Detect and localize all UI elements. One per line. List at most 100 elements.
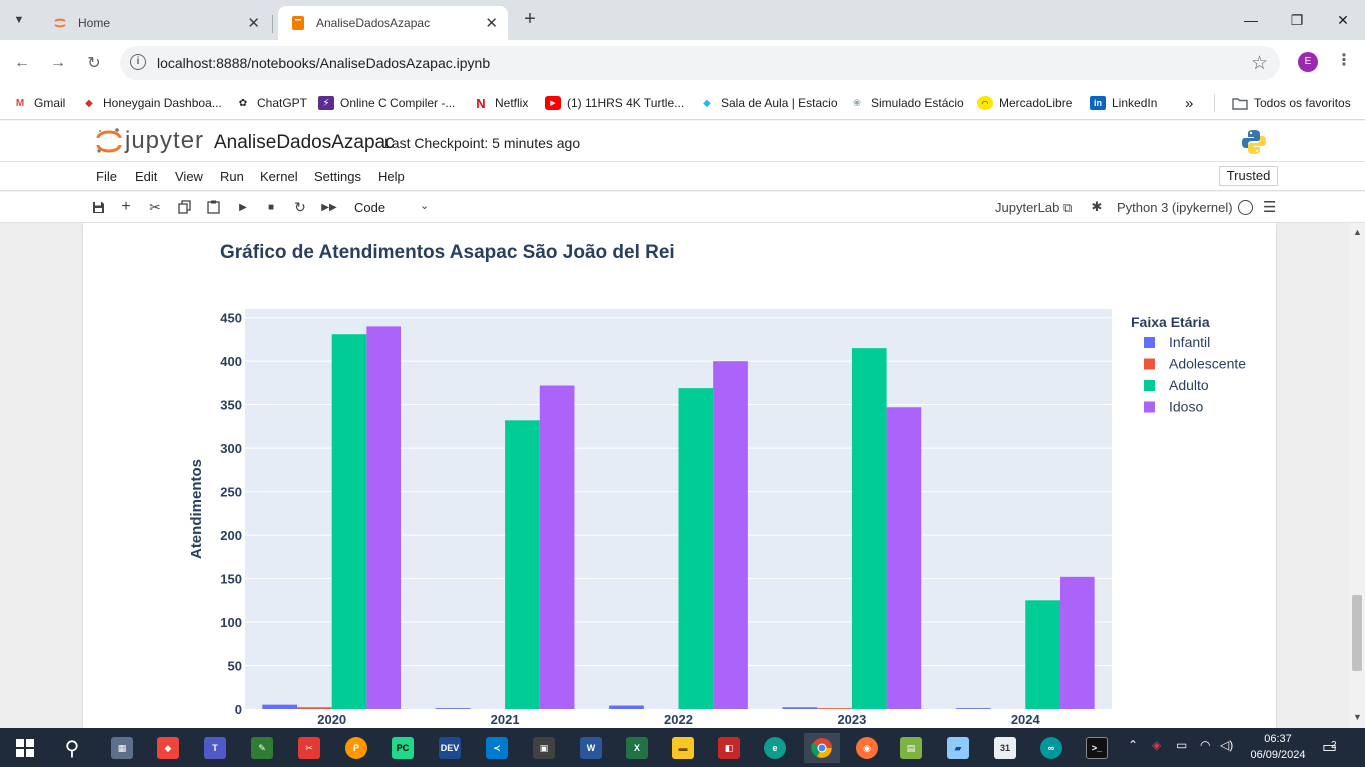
bar-adolescente-2020[interactable] xyxy=(297,707,332,709)
taskbar-snip[interactable]: ✂ xyxy=(294,733,324,763)
menu-settings[interactable]: Settings xyxy=(314,169,361,184)
bookmark-netflix[interactable]: N Netflix xyxy=(473,93,528,113)
chevron-down-icon[interactable]: ⌄ xyxy=(420,200,430,212)
bookmark-chatgpt[interactable]: ✿ ChatGPT xyxy=(235,93,307,113)
jupyterlab-link[interactable]: JupyterLab ⧉ xyxy=(995,200,1072,216)
bookmark-compiler[interactable]: ⚡ Online C Compiler -... xyxy=(318,93,455,113)
bar-adulto-2022[interactable] xyxy=(678,388,714,709)
bar-infantil-2023[interactable] xyxy=(782,707,818,709)
browser-menu-icon[interactable]: ⋮ xyxy=(1336,52,1352,69)
copy-button[interactable] xyxy=(176,199,192,215)
legend-swatch[interactable] xyxy=(1144,380,1155,391)
new-tab-button[interactable]: + xyxy=(524,8,536,30)
notification-center-button[interactable]: ▭ 2 xyxy=(1322,737,1344,757)
menu-kernel[interactable]: Kernel xyxy=(260,169,298,184)
taskbar-arduino[interactable]: ∞ xyxy=(1036,733,1066,763)
notebook-title[interactable]: AnaliseDadosAzapac xyxy=(214,132,395,153)
bookmarks-overflow-button[interactable]: » xyxy=(1185,94,1194,112)
save-button[interactable] xyxy=(90,199,106,215)
url-text[interactable]: localhost:8888/notebooks/AnaliseDadosAza… xyxy=(157,55,491,71)
interrupt-kernel-button[interactable]: ■ xyxy=(263,199,279,215)
taskbar-excel[interactable]: X xyxy=(622,733,652,763)
taskbar-teams[interactable]: T xyxy=(200,733,230,763)
legend-item-infantil[interactable]: Infantil xyxy=(1169,334,1210,350)
profile-avatar[interactable]: E xyxy=(1298,52,1318,72)
all-bookmarks-folder[interactable]: Todos os favoritos xyxy=(1232,93,1351,113)
tray-overflow-icon[interactable]: ⌃ xyxy=(1128,738,1139,752)
bar-idoso-2022[interactable] xyxy=(713,361,748,709)
taskbar-book[interactable]: ▰ xyxy=(943,733,973,763)
bar-adulto-2024[interactable] xyxy=(1025,600,1060,709)
bookmark-estacio[interactable]: ◆ Sala de Aula | Estacio xyxy=(699,93,837,113)
menu-file[interactable]: File xyxy=(96,169,117,184)
menu-view[interactable]: View xyxy=(175,169,203,184)
jupyter-logo-text[interactable]: jupyter xyxy=(125,127,205,154)
bar-infantil-2022[interactable] xyxy=(609,705,644,709)
bookmark-honeygain[interactable]: ◆ Honeygain Dashboa... xyxy=(81,93,222,113)
close-tab-icon[interactable]: ✕ xyxy=(247,15,260,32)
taskbar-pycharm[interactable]: PC xyxy=(388,733,418,763)
taskbar-edge[interactable]: e xyxy=(760,733,790,763)
taskbar-notes[interactable]: ✎ xyxy=(247,733,277,763)
insert-cell-button[interactable]: + xyxy=(118,198,134,215)
bar-idoso-2024[interactable] xyxy=(1059,576,1095,709)
taskbar-calculator[interactable]: ▦ xyxy=(107,733,137,763)
bar-idoso-2023[interactable] xyxy=(886,407,922,709)
tab-home[interactable]: Home ✕ xyxy=(40,6,270,40)
wifi-icon[interactable]: ◠ xyxy=(1200,738,1211,752)
legend-swatch[interactable] xyxy=(1144,358,1155,370)
close-tab-icon[interactable]: ✕ xyxy=(485,15,498,32)
bar-adolescente-2023[interactable] xyxy=(817,708,852,709)
bar-adulto-2020[interactable] xyxy=(331,334,367,709)
taskbar-archive[interactable]: ◧ xyxy=(714,733,744,763)
restart-run-all-button[interactable]: ▶▶ xyxy=(321,199,337,215)
bar-infantil-2021[interactable] xyxy=(435,708,471,709)
menu-run[interactable]: Run xyxy=(220,169,244,184)
volume-icon[interactable]: ◁) xyxy=(1220,738,1234,752)
paste-button[interactable] xyxy=(205,199,221,215)
back-button[interactable]: ← xyxy=(10,51,34,75)
menu-help[interactable]: Help xyxy=(378,169,405,184)
site-info-icon[interactable]: i xyxy=(130,54,146,70)
taskbar-chrome[interactable] xyxy=(804,733,840,763)
security-icon[interactable]: ◈ xyxy=(1152,738,1162,752)
run-cell-button[interactable]: ▶ xyxy=(235,199,251,215)
bar-idoso-2021[interactable] xyxy=(539,385,575,709)
trusted-indicator[interactable]: Trusted xyxy=(1219,166,1278,186)
bookmark-gmail[interactable]: M Gmail xyxy=(12,93,66,113)
taskbar-chart-app[interactable]: ▤ xyxy=(896,733,926,763)
jupyter-logo-icon[interactable] xyxy=(95,127,123,155)
scroll-down-arrow-icon[interactable]: ▼ xyxy=(1353,712,1362,722)
restart-kernel-button[interactable]: ↻ xyxy=(292,199,308,215)
taskbar-explorer[interactable]: ▬ xyxy=(668,733,698,763)
cell-type-select[interactable]: Code xyxy=(354,200,386,215)
bar-adulto-2023[interactable] xyxy=(851,348,887,709)
taskbar-word[interactable]: W xyxy=(576,733,606,763)
kernel-name[interactable]: Python 3 (ipykernel) xyxy=(1117,200,1233,215)
address-bar[interactable]: i localhost:8888/notebooks/AnaliseDadosA… xyxy=(120,46,1280,80)
taskbar-calendar[interactable]: 31 xyxy=(990,733,1020,763)
legend-item-adolescente[interactable]: Adolescente xyxy=(1169,356,1246,372)
system-clock[interactable]: 06:37 06/09/2024 xyxy=(1248,731,1308,763)
bookmark-youtube[interactable]: ▶ (1) 11HRS 4K Turtle... xyxy=(545,93,684,113)
bar-infantil-2020[interactable] xyxy=(262,704,298,709)
taskbar-pen[interactable]: P xyxy=(341,733,371,763)
menu-edit[interactable]: Edit xyxy=(135,169,158,184)
bar-idoso-2020[interactable] xyxy=(366,326,402,709)
battery-icon[interactable]: ▭ xyxy=(1176,738,1188,752)
taskbar-devcpp[interactable]: DEV xyxy=(435,733,465,763)
plotly-chart[interactable]: Gráfico de Atendimentos Asapac São João … xyxy=(83,223,1276,728)
bar-infantil-2024[interactable] xyxy=(955,708,991,709)
start-button[interactable] xyxy=(10,733,40,763)
bookmark-linkedin[interactable]: in LinkedIn xyxy=(1090,93,1157,113)
scroll-up-arrow-icon[interactable]: ▲ xyxy=(1353,227,1362,237)
taskbar-firefox[interactable]: ◉ xyxy=(852,733,882,763)
restore-button[interactable]: ❐ xyxy=(1290,11,1304,28)
reload-button[interactable]: ↻ xyxy=(82,51,106,75)
legend-swatch[interactable] xyxy=(1144,337,1155,348)
taskbar-cmd[interactable]: >_ xyxy=(1082,733,1112,763)
search-button[interactable]: ⚲ xyxy=(57,733,87,763)
hamburger-menu-icon[interactable]: ☰ xyxy=(1263,199,1277,216)
minimize-button[interactable]: — xyxy=(1244,12,1258,28)
bookmark-mercadolibre[interactable]: ◠ MercadoLibre xyxy=(977,93,1072,113)
